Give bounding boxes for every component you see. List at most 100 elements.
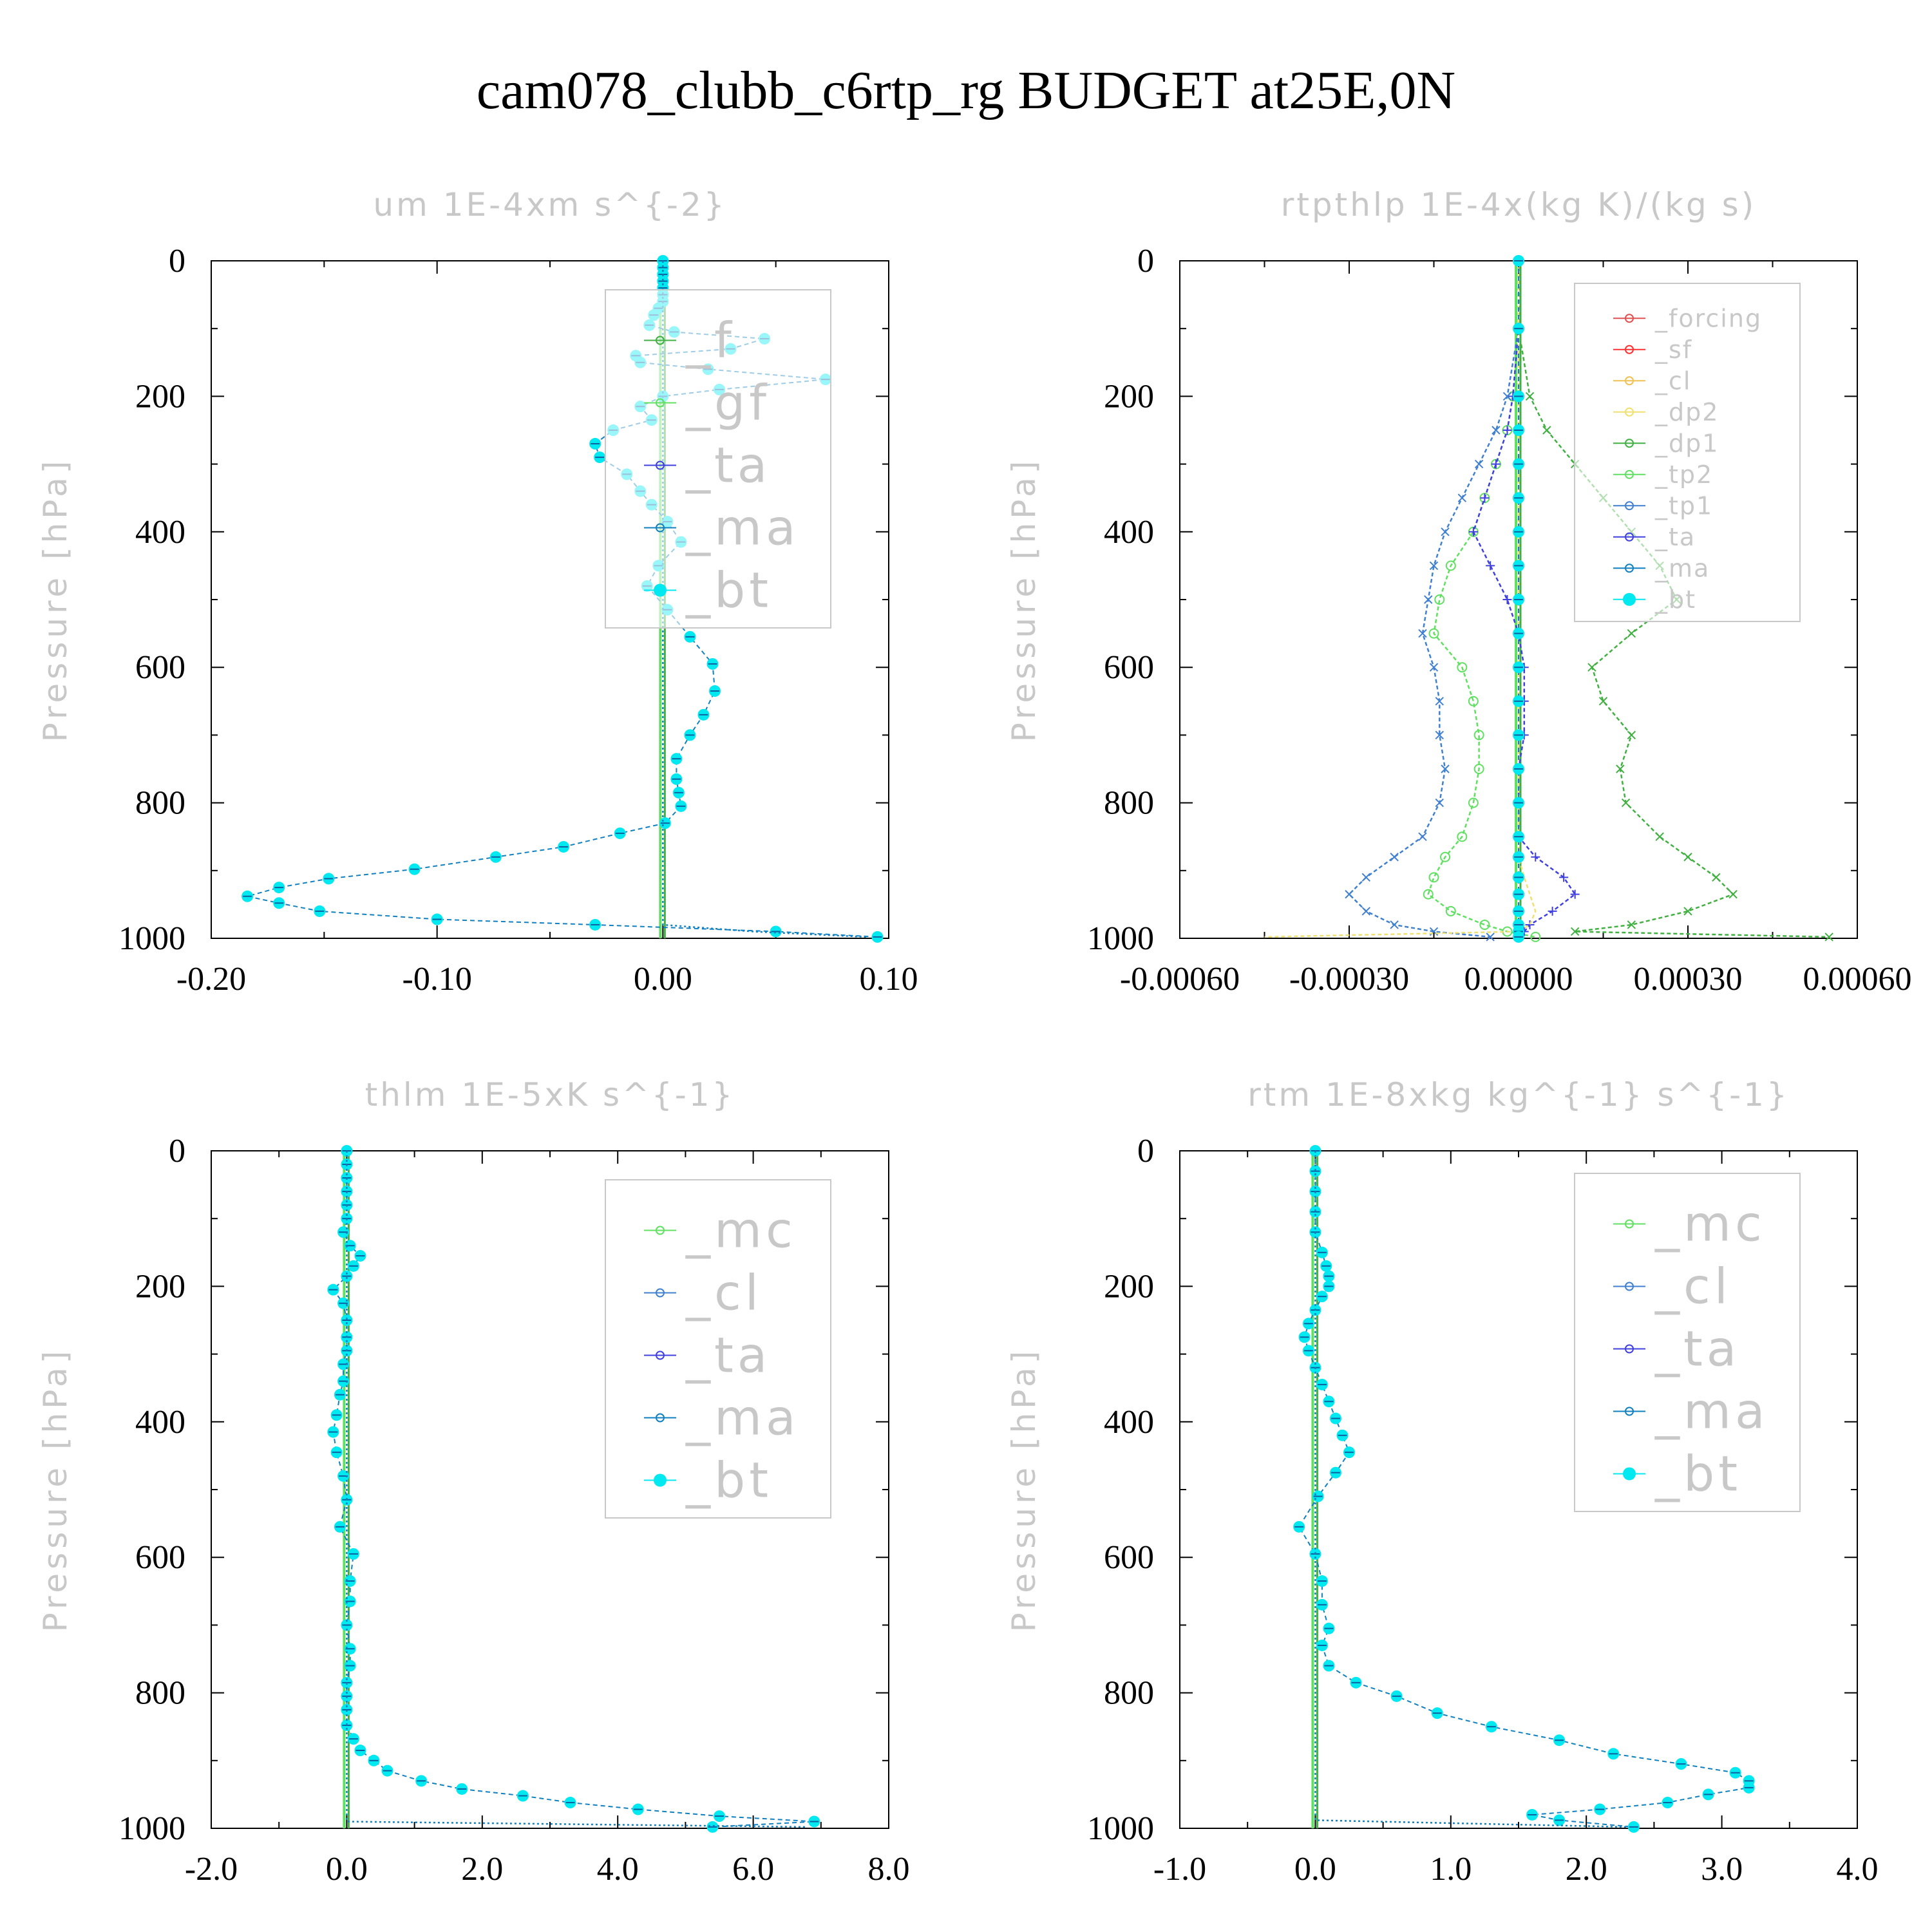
panel-thlm: thlm 1E-5xK s^{-1} Pressure [hPa] 0 200 400 6… xyxy=(37,1076,910,1888)
x-tick-label: 0.00000 xyxy=(1464,961,1573,998)
panel-title: rtpthlp 1E-4x(kg K)/(kg s) xyxy=(1281,186,1756,223)
data-point-ta xyxy=(1486,561,1495,571)
data-point-tp2 xyxy=(1445,905,1456,916)
data-point-dp1 xyxy=(1655,832,1664,841)
legend-label: _mc xyxy=(1654,1195,1766,1253)
data-point-tp1 xyxy=(1418,832,1427,841)
legend-swatch-marker xyxy=(1623,1467,1636,1481)
x-tick-label: 1.0 xyxy=(1430,1851,1472,1888)
legend-swatch-marker xyxy=(1625,1282,1634,1291)
figure-title: cam078_clubb_c6rtp_rg BUDGET at25E,0N xyxy=(477,61,1455,120)
data-point-tp1 xyxy=(1457,493,1467,502)
series-line-ma xyxy=(1314,1151,1627,1828)
data-point-tp1 xyxy=(1390,920,1399,929)
y-tick-label: 1000 xyxy=(118,920,185,957)
legend-label: _ta xyxy=(685,437,771,494)
data-point-tp1 xyxy=(1502,392,1512,401)
legend-label: _cl xyxy=(1654,1258,1732,1315)
data-point-dp1 xyxy=(1621,798,1631,808)
series-line-dp2 xyxy=(1264,261,1537,938)
y-tick-label: 400 xyxy=(1104,514,1154,551)
y-tick-label: 200 xyxy=(1104,1268,1154,1305)
data-point-tp1 xyxy=(1361,907,1371,916)
y-tick-label: 800 xyxy=(135,1675,185,1712)
legend-label: _cl xyxy=(685,1264,762,1321)
y-tick-label: 0 xyxy=(1137,1133,1154,1170)
legend-swatch-marker xyxy=(656,1350,665,1360)
data-point-tp2 xyxy=(1440,851,1451,862)
data-point-tp1 xyxy=(1418,629,1427,638)
data-point-tp2 xyxy=(1468,797,1479,808)
x-tick-label: 4.0 xyxy=(1837,1851,1879,1888)
data-point-dp1 xyxy=(1712,873,1721,882)
legend-label: _cl xyxy=(1654,366,1691,395)
data-point-tp2 xyxy=(1457,662,1468,673)
data-point-tp2 xyxy=(1473,764,1484,774)
panel-rtm: rtm 1E-8xkg kg^{-1} s^{-1} Pressure [hPa]… xyxy=(1005,1076,1879,1888)
data-point-dp1 xyxy=(1525,392,1535,401)
legend-swatch-marker xyxy=(1625,532,1634,542)
legend-swatch-marker xyxy=(656,1288,665,1298)
data-point-dp1 xyxy=(1824,933,1833,942)
data-point-ta xyxy=(1559,873,1569,882)
legend-label: _ta xyxy=(685,1327,771,1384)
legend-swatch-marker xyxy=(1625,564,1634,573)
legend-label: _bt xyxy=(1654,585,1696,614)
x-tick-label: 0.0 xyxy=(1294,1851,1336,1888)
series-line-ta xyxy=(1472,261,1577,938)
data-point-tp1 xyxy=(1441,764,1450,773)
y-tick-label: 200 xyxy=(135,1268,185,1305)
data-point-tp1 xyxy=(1474,459,1484,469)
legend-label: _gf xyxy=(685,374,770,431)
data-point-tp1 xyxy=(1435,697,1444,706)
legend-swatch-marker xyxy=(654,583,667,597)
legend-label: _tp1 xyxy=(1654,491,1713,520)
y-tick-label: 200 xyxy=(135,378,185,415)
y-tick-label: 800 xyxy=(135,785,185,822)
data-point-dp1 xyxy=(1587,663,1596,672)
legend-box xyxy=(605,289,831,629)
legend-label: _dp1 xyxy=(1654,429,1719,457)
legend-label: _forcing xyxy=(1654,304,1762,332)
legend-swatch-marker xyxy=(656,1413,665,1423)
x-tick-label: 0.00 xyxy=(634,961,692,998)
legend-swatch-marker xyxy=(1625,1406,1634,1416)
y-axis-label: Pressure [hPa] xyxy=(1005,1347,1043,1633)
legend-swatch-marker xyxy=(654,1473,667,1487)
data-point-dp1 xyxy=(1627,920,1636,929)
legend-swatch-marker xyxy=(1625,407,1634,417)
legend-label: _ta xyxy=(1654,523,1696,551)
y-tick-label: 1000 xyxy=(1087,1810,1154,1847)
data-point-ta xyxy=(1468,527,1478,536)
x-tick-label: 0.10 xyxy=(860,961,918,998)
panel-title: rtm 1E-8xkg kg^{-1} s^{-1} xyxy=(1247,1076,1790,1113)
data-point-tp2 xyxy=(1428,628,1439,639)
x-tick-label: 8.0 xyxy=(868,1851,910,1888)
legend-label: _ma xyxy=(1654,554,1710,582)
legend-swatch-marker xyxy=(1625,376,1634,386)
data-point-tp1 xyxy=(1429,663,1439,672)
data-point-tp1 xyxy=(1441,527,1450,536)
data-point-dp1 xyxy=(1627,730,1636,740)
y-tick-label: 800 xyxy=(1104,1675,1154,1712)
x-tick-label: -0.10 xyxy=(402,961,472,998)
legend-swatch-marker xyxy=(1625,469,1634,479)
legend-swatch-marker xyxy=(1625,1344,1634,1354)
data-point-tp1 xyxy=(1435,730,1444,740)
legend-label: _ma xyxy=(685,499,800,556)
data-point-tp1 xyxy=(1492,426,1501,435)
data-point-tp2 xyxy=(1457,831,1468,842)
legend-swatch-marker xyxy=(656,523,665,533)
y-tick-label: 0 xyxy=(169,1133,185,1170)
y-tick-label: 600 xyxy=(135,1539,185,1576)
legend-swatch-marker xyxy=(656,398,665,408)
panel-um: um 1E-4xm s^{-2} Pressure [hPa] 0 200 400 600… xyxy=(37,186,918,998)
data-point-ta xyxy=(1480,493,1490,503)
y-tick-label: 0 xyxy=(1137,243,1154,279)
y-tick-label: 400 xyxy=(135,514,185,551)
data-point-tp2 xyxy=(1473,730,1484,741)
data-point-ta xyxy=(1570,889,1580,899)
legend-box xyxy=(1574,1173,1801,1512)
data-point-ta xyxy=(1502,595,1512,604)
